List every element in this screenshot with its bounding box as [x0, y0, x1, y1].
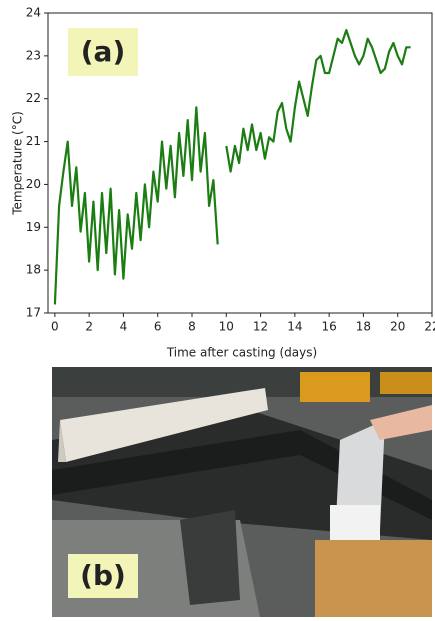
- x-tick-label: 20: [390, 320, 405, 334]
- series-line: [53, 29, 411, 305]
- y-tick-label: 20: [26, 177, 41, 191]
- y-axis-label: Temperature (°C): [11, 111, 25, 216]
- x-tick-label: 18: [356, 320, 371, 334]
- y-tick-label: 21: [26, 134, 41, 148]
- plot-frame: [47, 12, 433, 314]
- y-tick-label: 19: [26, 220, 41, 234]
- x-tick-label: 0: [51, 320, 59, 334]
- label-box: [68, 554, 138, 598]
- y-tick-label: 24: [26, 6, 41, 20]
- x-tick-label: 16: [322, 320, 337, 334]
- x-tick-label: 12: [253, 320, 268, 334]
- x-tick-label: 4: [120, 320, 128, 334]
- x-tick-label: 6: [154, 320, 162, 334]
- x-tick-label: 22: [424, 320, 435, 334]
- x-axis-label: Time after casting (days): [166, 346, 317, 360]
- photo: [52, 367, 432, 617]
- y-tick-label: 17: [26, 306, 41, 320]
- x-tick-label: 14: [287, 320, 302, 334]
- panel-label: (a): [81, 35, 126, 68]
- label-box: [68, 28, 138, 76]
- panel-label: (b): [80, 559, 126, 592]
- x-tick-label: 8: [188, 320, 196, 334]
- y-tick-label: 23: [26, 48, 41, 62]
- x-tick-label: 10: [219, 320, 234, 334]
- y-tick-label: 22: [26, 91, 41, 105]
- x-tick-label: 2: [85, 320, 93, 334]
- y-tick-label: 18: [26, 263, 41, 277]
